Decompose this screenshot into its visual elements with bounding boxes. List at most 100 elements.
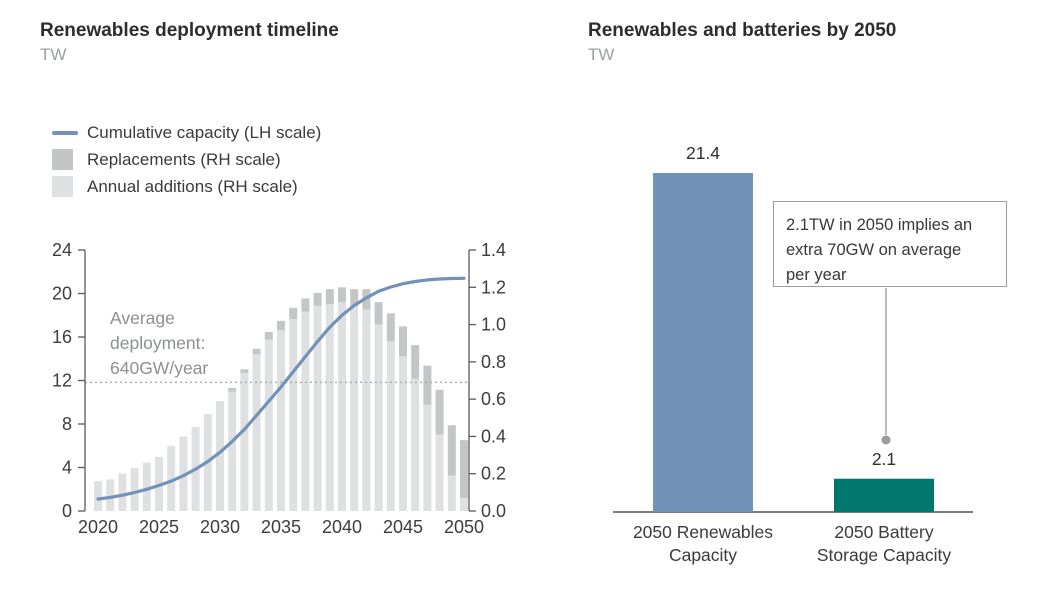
annual-additions-bar (167, 445, 176, 511)
left-axis-tick-label: 4 (62, 458, 72, 478)
renewables-capacity-bar (653, 173, 753, 512)
replacements-bar (277, 320, 285, 331)
callout-line: extra 70GW on average (786, 241, 962, 259)
annual-additions-bar (106, 479, 115, 511)
legend-label: Cumulative capacity (LH scale) (87, 122, 322, 142)
right-axis-tick-label: 0.0 (481, 501, 506, 521)
replacements-bar (399, 326, 407, 357)
replacements-bar (240, 369, 249, 374)
line-swatch-icon (52, 130, 78, 135)
annual-additions-bar (240, 373, 249, 511)
renewables-bar-value: 21.4 (685, 143, 721, 163)
callout-line: per year (786, 266, 847, 284)
left-axis-tick-label: 12 (52, 371, 72, 391)
legend-item-replacements: Replacements (RH scale) (52, 146, 321, 173)
battery-bar-value: 2.1 (871, 449, 897, 469)
callout-line: 2.1TW in 2050 implies an (786, 216, 973, 234)
annual-additions-bar (362, 309, 371, 511)
replacements-bar (447, 425, 456, 476)
x-axis-tick-label: 2020 (78, 517, 118, 537)
annual-additions-bar (399, 356, 407, 511)
category-line: Storage Capacity (816, 545, 952, 565)
right-axis-tick-label: 1.2 (481, 277, 506, 297)
annual-additions-bar (252, 354, 261, 511)
annual-additions-bar (460, 497, 468, 511)
callout-connector-dot (881, 435, 891, 445)
annual-additions-bar (338, 302, 346, 511)
legend-item-annual-additions: Annual additions (RH scale) (52, 173, 321, 200)
legend-item-cumulative-capacity: Cumulative capacity (LH scale) (52, 119, 321, 146)
annual-additions-bar (386, 341, 395, 511)
annotation-line: Average (110, 308, 175, 328)
right-chart-unit: TW (588, 45, 615, 64)
annual-additions-bar (423, 404, 432, 511)
annual-additions-bar (325, 304, 334, 511)
annual-additions-bar (411, 378, 420, 511)
annual-additions-bar (301, 311, 310, 511)
right-axis-tick-label: 0.8 (481, 352, 506, 372)
annual-additions-bar (435, 434, 444, 511)
x-axis-tick-label: 2050 (444, 517, 484, 537)
annotation-line: 640GW/year (110, 358, 209, 378)
replacements-bar (289, 307, 298, 319)
replacements-bar (228, 387, 237, 392)
annual-additions-bar (289, 318, 298, 511)
category-label-battery: 2050 Battery Storage Capacity (794, 521, 974, 567)
category-line: Capacity (668, 545, 738, 565)
annual-additions-bar (118, 473, 127, 511)
left-axis-tick-label: 0 (62, 501, 72, 521)
replacements-bar (435, 389, 444, 435)
annual-additions-bar (374, 324, 383, 511)
replacements-bar (301, 298, 310, 312)
left-axis-tick-label: 20 (52, 284, 72, 304)
replacements-bar (325, 289, 334, 305)
right-chart-title: Renewables and batteries by 2050 (588, 20, 897, 41)
legend-label: Replacements (RH scale) (87, 149, 281, 169)
right-axis-tick-label: 1.4 (481, 240, 506, 260)
cumulative-capacity-line (96, 276, 466, 501)
replacements-bar (338, 287, 346, 303)
x-axis-tick-label: 2025 (139, 517, 179, 537)
annual-additions-bar (130, 468, 139, 511)
right-axis-tick-label: 0.4 (481, 426, 506, 446)
x-axis-tick-label: 2035 (261, 517, 301, 537)
square-swatch-icon (52, 149, 73, 170)
category-line: 2050 Renewables (632, 522, 774, 542)
annotation-line: deployment: (110, 333, 206, 353)
right-axis-tick-label: 0.2 (481, 464, 506, 484)
left-axis-tick-label: 16 (52, 327, 72, 347)
category-label-renewables: 2050 Renewables Capacity (613, 521, 793, 567)
square-swatch-icon (52, 176, 73, 197)
annual-additions-bar (228, 391, 237, 511)
legend-label: Annual additions (RH scale) (87, 176, 298, 196)
x-axis-tick-label: 2040 (322, 517, 362, 537)
left-axis-tick-label: 24 (52, 240, 72, 260)
replacements-bar (411, 345, 420, 379)
replacements-bar (252, 348, 261, 355)
annual-additions-bar (447, 475, 456, 511)
replacements-bar (350, 289, 359, 306)
x-axis-tick-label: 2030 (200, 517, 240, 537)
annual-additions-bar (264, 339, 273, 511)
annual-additions-bar (313, 305, 322, 511)
annual-additions-bar (179, 436, 188, 511)
annual-additions-bar (142, 462, 151, 511)
battery-storage-bar (834, 478, 934, 512)
annual-additions-bar (94, 481, 102, 511)
category-line: 2050 Battery (834, 522, 934, 542)
replacements-bar (374, 302, 383, 325)
replacements-bar (313, 292, 322, 306)
annual-additions-bar (350, 305, 359, 511)
right-axis-tick-label: 0.6 (481, 389, 506, 409)
replacements-bar (423, 365, 432, 405)
left-axis-tick-label: 8 (62, 414, 72, 434)
left-chart-legend: Cumulative capacity (LH scale) Replaceme… (52, 119, 321, 200)
x-axis-tick-label: 2045 (383, 517, 423, 537)
average-deployment-annotation: Average deployment: 640GW/year (110, 306, 208, 381)
replacements-bar (460, 440, 468, 498)
battery-callout-box: 2.1TW in 2050 implies an extra 70GW on a… (773, 201, 1007, 287)
left-chart-title: Renewables deployment timeline (40, 20, 339, 41)
annual-additions-bar (277, 330, 285, 511)
